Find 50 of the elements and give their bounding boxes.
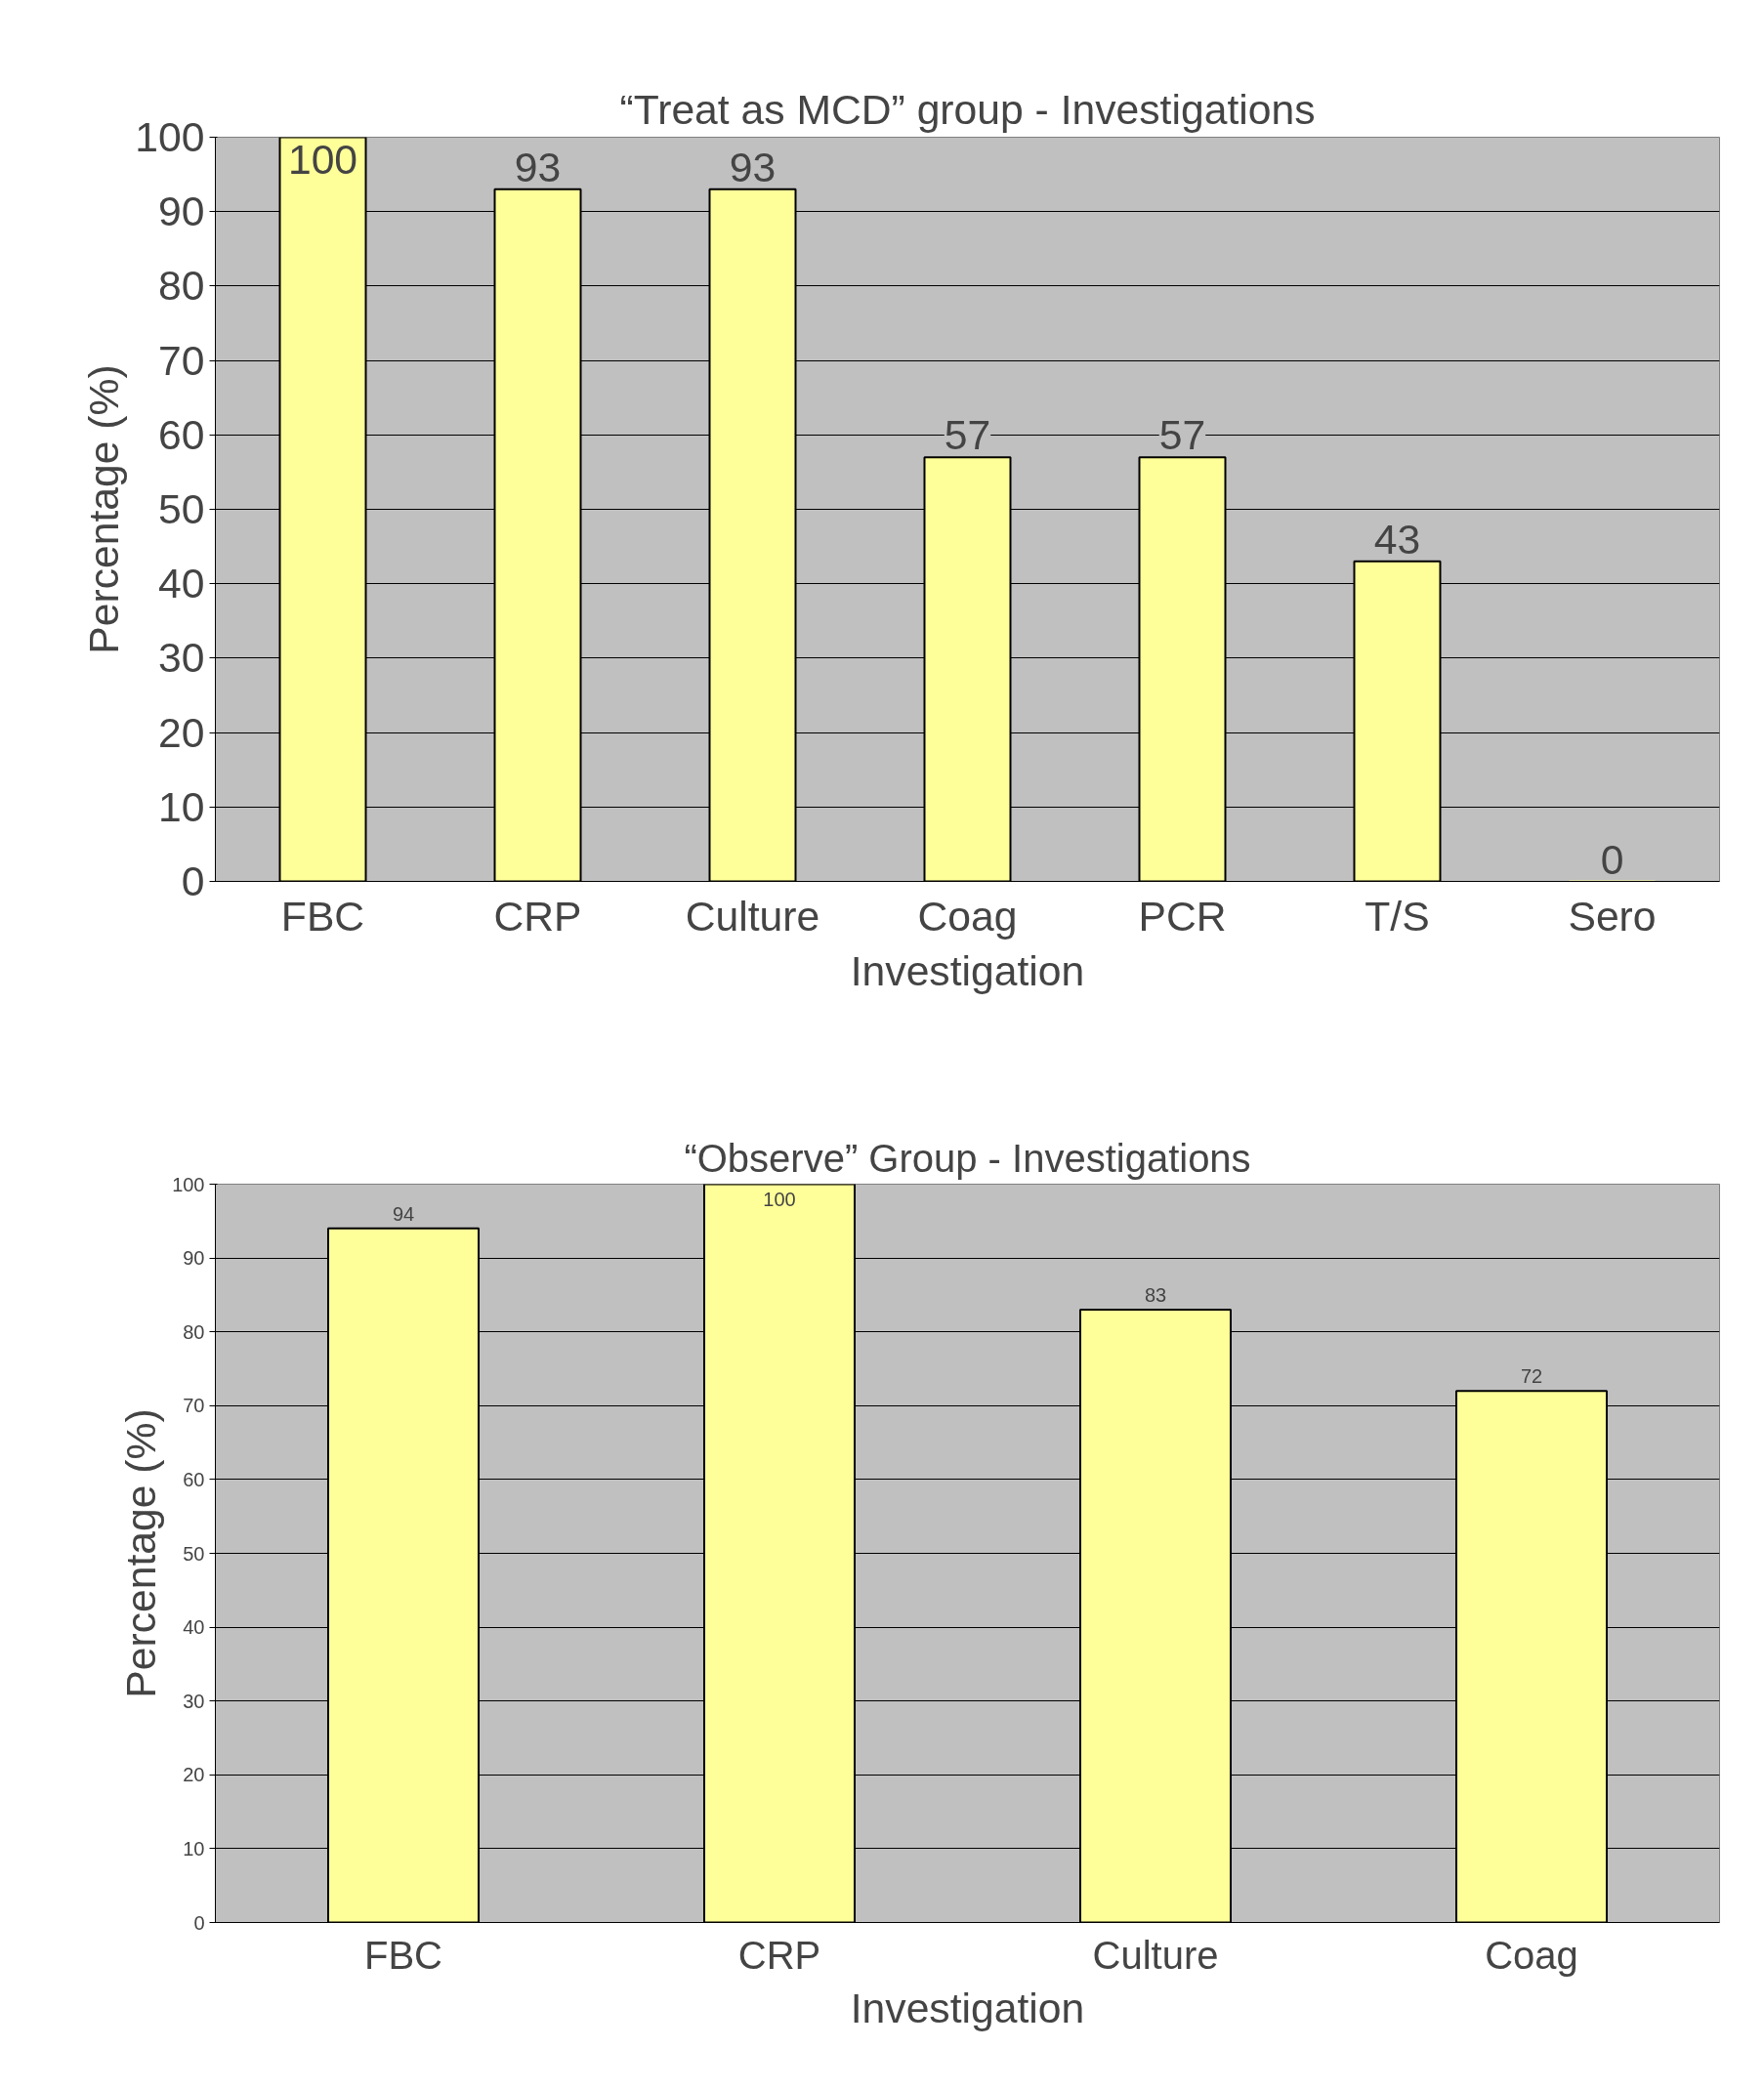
- data-label: 94: [392, 1202, 415, 1225]
- y-tick-label: 40: [183, 1616, 205, 1639]
- y-tick-label: 10: [183, 1837, 205, 1860]
- y-tick-label: 70: [183, 1395, 205, 1417]
- y-tick-label: 0: [193, 1911, 205, 1934]
- y-tick-label: 60: [183, 1468, 205, 1490]
- y-axis-title: Percentage (%): [80, 364, 128, 654]
- y-tick-label: 40: [158, 560, 205, 607]
- data-label: 43: [1373, 515, 1421, 563]
- y-tick-label: 80: [158, 262, 205, 310]
- data-label: 100: [763, 1188, 796, 1210]
- chart-title: “Treat as MCD” group - Investigations: [619, 85, 1316, 133]
- x-tick-label: Culture: [685, 892, 820, 940]
- y-tick-label: 0: [181, 857, 205, 904]
- x-tick-label: Coag: [1485, 1933, 1578, 1977]
- y-tick-label: 100: [135, 113, 205, 160]
- y-tick-label: 60: [158, 410, 205, 458]
- x-tick-label: Culture: [1092, 1933, 1219, 1977]
- y-tick-label: 90: [158, 188, 205, 235]
- y-tick-label: 100: [172, 1173, 205, 1195]
- data-label: 100: [287, 135, 358, 183]
- x-tick-label: CRP: [493, 892, 582, 940]
- y-tick-label: 20: [158, 708, 205, 756]
- data-label: 57: [1158, 411, 1206, 459]
- data-label: 93: [729, 143, 777, 190]
- y-tick-label: 50: [183, 1542, 205, 1565]
- x-tick-label: CRP: [737, 1933, 821, 1977]
- data-label: 72: [1520, 1365, 1543, 1388]
- data-label: 0: [1600, 835, 1624, 883]
- y-tick-label: 30: [158, 634, 205, 682]
- x-tick-label: PCR: [1138, 892, 1227, 940]
- y-tick-label: 20: [183, 1764, 205, 1786]
- x-tick-label: Coag: [917, 892, 1018, 940]
- y-axis-title: Percentage (%): [117, 1408, 165, 1698]
- x-tick-label: FBC: [364, 1933, 442, 1977]
- x-axis-title: Investigation: [850, 946, 1085, 994]
- y-tick-label: 80: [183, 1320, 205, 1343]
- y-tick-label: 30: [183, 1690, 205, 1712]
- chart-title: “Observe” Group - Investigations: [684, 1136, 1251, 1180]
- x-axis-title: Investigation: [850, 1984, 1085, 2031]
- data-label: 57: [944, 411, 991, 459]
- x-tick-label: Sero: [1568, 892, 1657, 940]
- x-tick-label: T/S: [1365, 892, 1430, 940]
- x-tick-label: FBC: [280, 892, 365, 940]
- data-label: 93: [514, 143, 562, 190]
- y-tick-label: 50: [158, 485, 205, 532]
- data-label: 83: [1144, 1284, 1167, 1307]
- y-tick-label: 90: [183, 1247, 205, 1270]
- y-tick-label: 70: [158, 336, 205, 384]
- y-tick-label: 10: [158, 782, 205, 830]
